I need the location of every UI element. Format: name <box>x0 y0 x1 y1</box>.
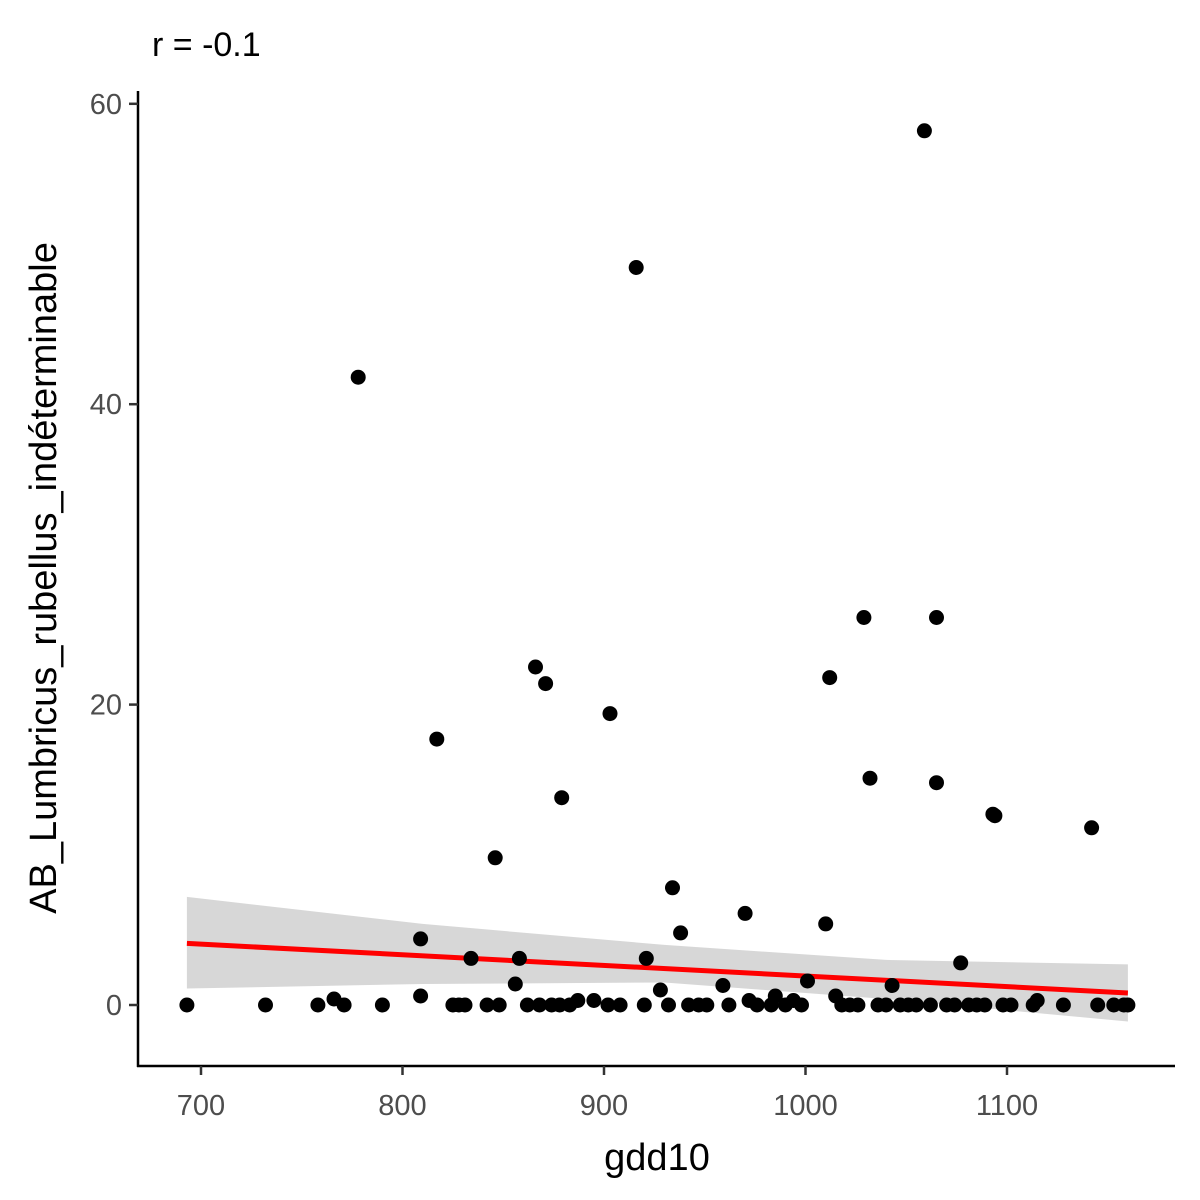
fit-line-layer <box>186 940 1129 996</box>
data-point <box>487 850 503 866</box>
data-point <box>977 997 993 1013</box>
data-point <box>673 925 689 941</box>
data-point <box>661 997 676 1013</box>
data-point <box>916 123 932 139</box>
data-point <box>179 997 195 1013</box>
data-point <box>665 880 680 896</box>
data-point <box>862 770 878 786</box>
data-point <box>638 950 654 966</box>
data-point <box>1120 997 1136 1013</box>
y-tick-label: 60 <box>90 89 122 121</box>
data-point <box>628 260 644 275</box>
data-point <box>929 775 944 791</box>
data-point <box>953 955 969 971</box>
data-point <box>463 950 479 966</box>
data-point <box>570 993 586 1008</box>
data-point <box>1003 997 1019 1013</box>
x-tick-label: 900 <box>580 1090 628 1122</box>
data-point <box>491 997 507 1013</box>
data-point <box>1084 820 1100 836</box>
data-point <box>538 676 554 692</box>
data-point <box>479 997 495 1013</box>
data-point <box>818 916 834 932</box>
data-point <box>519 997 535 1013</box>
data-point <box>794 997 809 1013</box>
data-point <box>507 976 523 992</box>
y-tick-label: 0 <box>106 990 122 1022</box>
data-point <box>850 997 866 1013</box>
data-point <box>947 997 963 1013</box>
x-tick-label: 1000 <box>773 1090 838 1122</box>
data-point <box>822 670 838 686</box>
data-point <box>908 997 924 1013</box>
fit-line <box>186 940 1129 996</box>
y-axis-title: AB_Lumbricus_rubellus_indéterminable <box>23 242 65 914</box>
data-point <box>800 973 815 989</box>
data-point <box>699 997 715 1013</box>
data-point <box>528 659 543 675</box>
data-point <box>457 997 473 1013</box>
data-point <box>878 997 894 1013</box>
data-point <box>1090 997 1106 1013</box>
data-point <box>532 997 547 1013</box>
data-point <box>929 610 944 625</box>
data-point <box>737 905 753 921</box>
data-point <box>987 808 1003 824</box>
data-point <box>310 997 326 1013</box>
data-point <box>922 997 938 1013</box>
data-point <box>652 982 668 998</box>
data-point <box>586 993 602 1008</box>
data-points-layer <box>179 123 1136 1013</box>
data-point <box>554 790 570 806</box>
data-point <box>374 997 390 1013</box>
x-tick-label: 700 <box>177 1090 225 1122</box>
data-point <box>600 997 616 1013</box>
data-point <box>749 997 765 1013</box>
y-tick-label: 40 <box>90 389 122 421</box>
data-point <box>721 997 737 1013</box>
data-point <box>1029 993 1045 1008</box>
data-point <box>511 950 527 966</box>
data-point <box>413 931 429 947</box>
chart-title: r = -0.1 <box>152 26 261 64</box>
data-point <box>413 988 429 1004</box>
data-point <box>612 997 628 1013</box>
data-point <box>884 978 900 993</box>
data-point <box>336 997 352 1013</box>
data-point <box>636 997 652 1013</box>
data-point <box>602 706 618 722</box>
y-axis-ticks: 0 20 40 60 <box>90 89 138 1022</box>
data-point <box>856 610 872 625</box>
data-point <box>258 997 273 1013</box>
data-point <box>350 369 366 385</box>
data-point <box>429 731 445 747</box>
y-tick-label: 20 <box>90 690 122 722</box>
x-axis-ticks: 700 800 900 1000 1100 <box>177 1066 1038 1122</box>
x-axis-title: gdd10 <box>604 1137 710 1179</box>
x-tick-label: 1100 <box>976 1090 1038 1122</box>
data-point <box>767 988 783 1004</box>
data-point <box>1055 997 1071 1013</box>
x-tick-label: 800 <box>378 1090 426 1122</box>
data-point <box>715 978 731 993</box>
